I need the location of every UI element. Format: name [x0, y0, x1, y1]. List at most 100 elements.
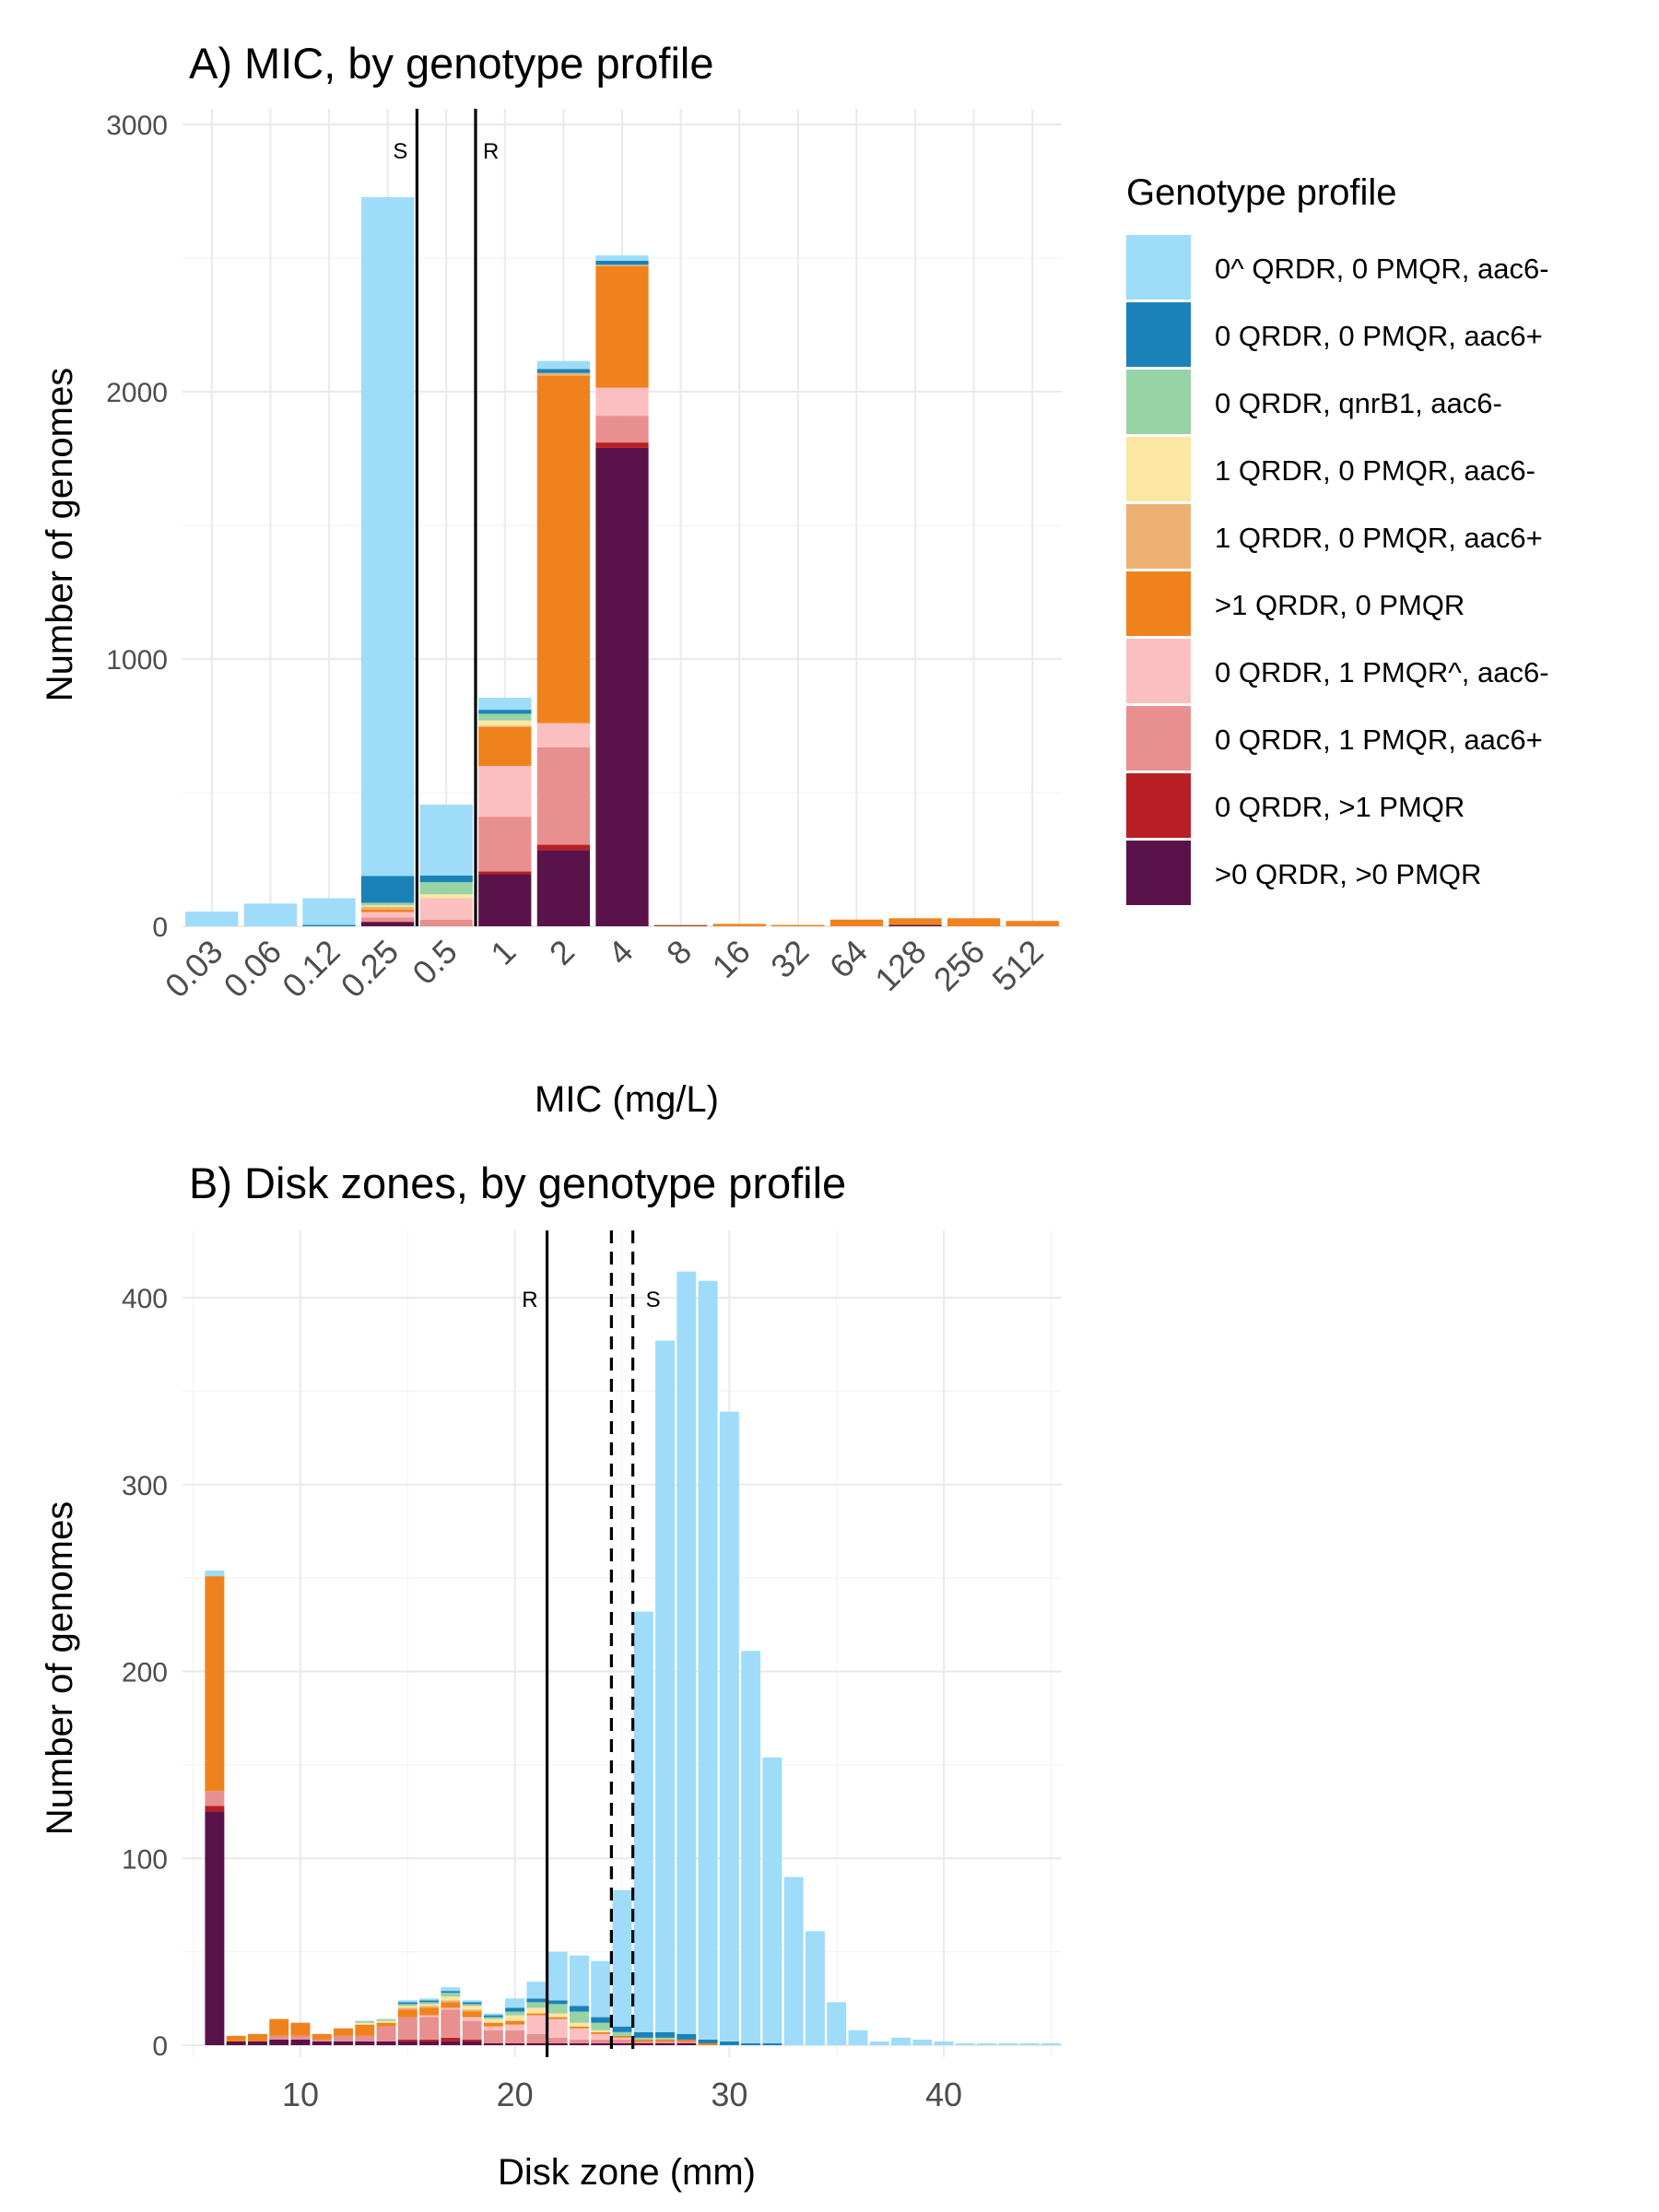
x-tick-label: 20: [497, 2076, 534, 2113]
x-tick-label: 0.06: [217, 933, 289, 1006]
reference-label-r: R: [483, 139, 499, 164]
bar-b-21-gt0-qrdr-gt0-pmqr: [526, 2042, 547, 2045]
bar-b-26-0-qrdr-qnrb1-aac6: [633, 2037, 653, 2040]
bar-b-17-1-qrdr-0-pmqr-aac6: [441, 1996, 461, 2001]
legend-key-1-qrdr-0-pmqr-aac6: [1126, 437, 1191, 501]
panel-b-bars: [205, 1271, 1061, 2045]
bar-b-18-0-qrdr-qnrb1-aac6: [462, 2004, 482, 2006]
bar-a-0-25-0-qrdr-1-pmqrhat-aac6: [360, 912, 415, 918]
bar-b-19-gt1-qrdr-0-pmqr: [483, 2022, 503, 2027]
bar-b-26-0-qrdr-1-pmqr-aac6: [633, 2041, 653, 2043]
bar-b-27-gt1-qrdr-0-pmqr: [655, 2039, 676, 2041]
x-tick-label: 256: [926, 933, 992, 998]
bar-b-24-0-qrdr-0-pmqr-aac6: [591, 2017, 611, 2023]
bar-b-15-0-qrdr-qnrb1-aac6: [397, 2004, 418, 2006]
bar-b-22-0hat-qrdr-0-pmqr-aac6: [547, 1951, 568, 2001]
legend-key-0-qrdr-0-pmqr-aac6: [1126, 302, 1191, 367]
bar-b-16-0-qrdr-qnrb1-aac6: [419, 2002, 440, 2005]
legend-label-0-qrdr-0-pmqr-aac6: 0 QRDR, 0 PMQR, aac6+: [1215, 320, 1543, 352]
bar-b-14-gt1-qrdr-0-pmqr: [376, 2022, 396, 2027]
bar-a-0-5-0-qrdr-1-pmqr-aac6: [419, 919, 473, 926]
y-tick-label: 300: [122, 1471, 168, 1501]
legend-label-1-qrdr-0-pmqr-aac6: 1 QRDR, 0 PMQR, aac6+: [1215, 522, 1543, 554]
x-tick-label: 40: [925, 2076, 962, 2113]
panel-b-x-ticks: 10 20 30 40: [282, 2076, 962, 2113]
bar-b-23-1-qrdr-0-pmqr-aac6: [569, 2022, 589, 2027]
bar-b-27-0-qrdr-0-pmqr-aac6: [655, 2031, 676, 2038]
x-tick-label: 16: [705, 933, 758, 985]
bar-a-64-gt1-qrdr-0-pmqr: [830, 919, 884, 926]
bar-b-21-0hat-qrdr-0-pmqr-aac6: [526, 1982, 547, 1999]
bar-b-27-0-qrdr-1-pmqr-aac6: [655, 2041, 676, 2043]
bar-b-25-0-qrdr-0-pmqr-aac6: [612, 2026, 632, 2032]
bar-b-17-0-qrdr-0-pmqr-aac6: [441, 1991, 461, 1994]
bar-b-16-gt1-qrdr-0-pmqr: [419, 2007, 440, 2016]
legend-label-gt0-qrdr-gt0-pmqr: >0 QRDR, >0 PMQR: [1215, 858, 1481, 890]
bar-b-27-0hat-qrdr-0-pmqr-aac6: [655, 1340, 676, 2032]
bar-a-0-25-gt0-qrdr-gt0-pmqr: [360, 922, 415, 926]
bar-b-22-0-qrdr-0-pmqr-aac6: [547, 2000, 568, 2005]
bar-b-45-0hat-qrdr-0-pmqr-aac6: [1041, 2042, 1061, 2045]
bar-b-17-gt0-qrdr-gt0-pmqr: [441, 2041, 461, 2045]
bar-b-42-0hat-qrdr-0-pmqr-aac6: [977, 2042, 997, 2045]
x-tick-label: 8: [659, 933, 699, 972]
bar-b-25-0-qrdr-1-pmqrhat-aac6: [612, 2037, 632, 2040]
bar-b-24-gt1-qrdr-0-pmqr: [591, 2031, 611, 2034]
bar-b-21-1-qrdr-0-pmqr-aac6: [526, 2007, 547, 2014]
bar-b-29-0hat-qrdr-0-pmqr-aac6: [698, 1280, 718, 2040]
bar-a-2-0-qrdr-1-pmqrhat-aac6: [536, 723, 591, 747]
bar-a-2-0-qrdr-1-pmqr-aac6: [536, 747, 591, 845]
bar-b-22-1-qrdr-0-pmqr-aac6: [547, 2013, 568, 2018]
bar-b-13-gt0-qrdr-gt0-pmqr: [355, 2041, 375, 2045]
bar-b-15-gt0-qrdr-gt0-pmqr: [397, 2041, 418, 2045]
x-tick-label: 512: [984, 933, 1050, 998]
bar-a-4-gt0-qrdr-gt0-pmqr: [595, 447, 649, 926]
legend-key-0hat-qrdr-0-pmqr-aac6: [1126, 235, 1191, 300]
bar-b-21-0-qrdr-1-pmqrhat-aac6: [526, 2015, 547, 2034]
bar-b-26-gt0-qrdr-gt0-pmqr: [633, 2042, 653, 2045]
bar-b-18-gt0-qrdr-gt0-pmqr: [462, 2041, 482, 2045]
x-tick-label: 128: [867, 933, 933, 998]
bar-b-15-0hat-qrdr-0-pmqr-aac6: [397, 2000, 418, 2003]
bar-a-1-gt0-qrdr-gt0-pmqr: [478, 874, 532, 926]
x-tick-label: 30: [711, 2076, 747, 2113]
bar-b-7-gt1-qrdr-0-pmqr: [226, 2035, 246, 2041]
bar-b-7-gt0-qrdr-gt0-pmqr: [226, 2041, 246, 2045]
bar-a-1-gt1-qrdr-0-pmqr: [478, 726, 532, 766]
bar-b-20-0-qrdr-1-pmqrhat-aac6: [505, 2024, 525, 2030]
bar-b-15-0-qrdr-gt1-pmqr: [397, 2039, 418, 2041]
legend-label-0-qrdr-qnrb1-aac6: 0 QRDR, qnrB1, aac6-: [1215, 387, 1502, 419]
bar-b-17-gt1-qrdr-0-pmqr: [441, 2002, 461, 2008]
bar-a-4-0-qrdr-0-pmqr-aac6: [595, 260, 649, 265]
bar-b-18-0hat-qrdr-0-pmqr-aac6: [462, 2000, 482, 2003]
legend-key-gt0-qrdr-gt0-pmqr: [1126, 841, 1191, 905]
bar-b-19-0hat-qrdr-0-pmqr-aac6: [483, 2013, 503, 2016]
bar-b-12-gt1-qrdr-0-pmqr: [334, 2028, 353, 2036]
bar-b-35-0hat-qrdr-0-pmqr-aac6: [827, 2002, 847, 2045]
bar-b-32-0hat-qrdr-0-pmqr-aac6: [762, 1757, 782, 2043]
bar-b-6-0-qrdr-1-pmqr-aac6: [205, 1791, 225, 1806]
bar-b-30-0-qrdr-0-pmqr-aac6: [719, 2041, 739, 2045]
bar-b-6-0-qrdr-gt1-pmqr: [205, 1806, 225, 1812]
bar-a-2-0hat-qrdr-0-pmqr-aac6: [536, 360, 591, 370]
bar-a-0-5-0-qrdr-1-pmqrhat-aac6: [419, 898, 473, 920]
bar-a-16-gt1-qrdr-0-pmqr: [712, 924, 766, 926]
bar-b-20-0hat-qrdr-0-pmqr-aac6: [505, 1998, 525, 2008]
legend-key-0-qrdr-1-pmqrhat-aac6: [1126, 639, 1191, 703]
bar-a-128-gt0-qrdr-gt0-pmqr: [888, 924, 942, 926]
bar-b-26-0-qrdr-0-pmqr-aac6: [633, 2031, 653, 2038]
bar-b-18-0-qrdr-0-pmqr-aac6: [462, 2002, 482, 2005]
bar-a-1-1-qrdr-0-pmqr-aac6: [478, 725, 532, 727]
bar-b-6-0hat-qrdr-0-pmqr-aac6: [205, 1571, 225, 1577]
bar-b-34-0hat-qrdr-0-pmqr-aac6: [805, 1931, 825, 2045]
bar-a-0-5-0-qrdr-qnrb1-aac6: [419, 882, 473, 895]
bar-b-30-0hat-qrdr-0-pmqr-aac6: [719, 1411, 739, 2041]
y-tick-label: 400: [122, 1284, 168, 1314]
bar-b-31-0-qrdr-0-pmqr-aac6: [741, 2042, 761, 2045]
bar-b-33-0hat-qrdr-0-pmqr-aac6: [783, 1877, 804, 2045]
bar-b-14-gt0-qrdr-gt0-pmqr: [376, 2041, 396, 2045]
legend-label-gt1-qrdr-0-pmqr: >1 QRDR, 0 PMQR: [1215, 589, 1465, 621]
bar-a-4-gt1-qrdr-0-pmqr: [595, 265, 649, 388]
